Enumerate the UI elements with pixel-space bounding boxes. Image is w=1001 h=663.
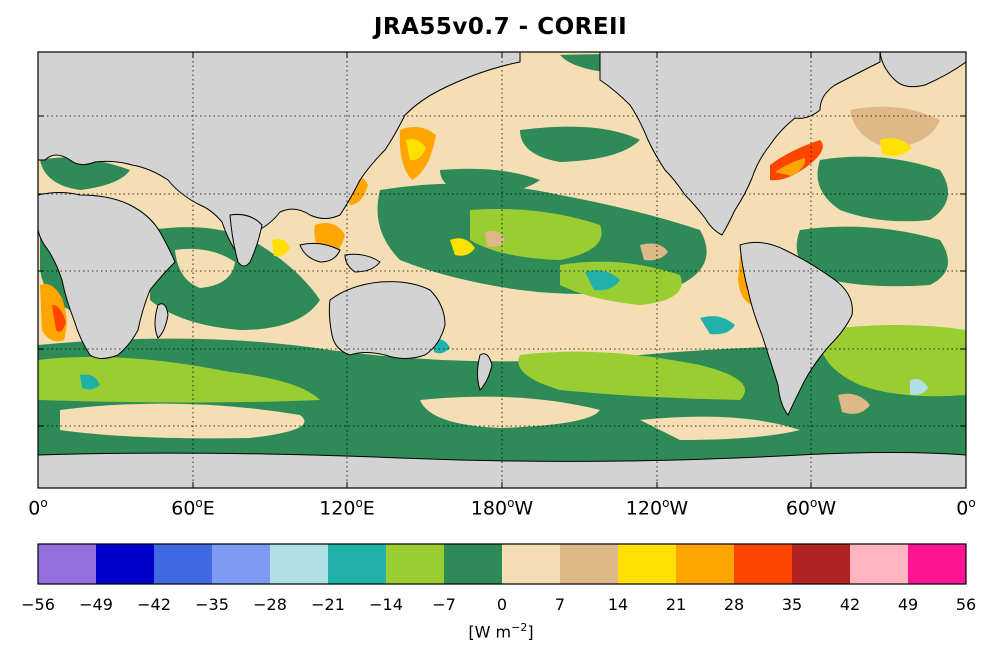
colorbar-swatch <box>560 544 618 584</box>
x-tick-label: 120oW <box>625 496 689 520</box>
x-tick-label: 60oE <box>171 496 215 520</box>
x-tick-label: 0o <box>28 496 48 520</box>
colorbar-swatch <box>734 544 792 584</box>
colorbar-swatch <box>502 544 560 584</box>
colorbar-tick-label: −14 <box>369 595 403 614</box>
colorbar-swatch <box>792 544 850 584</box>
colorbar-tick-label: −49 <box>79 595 113 614</box>
colorbar-swatch <box>96 544 154 584</box>
colorbar-tick-label: 28 <box>723 595 745 614</box>
colorbar-tick-label: −28 <box>253 595 287 614</box>
colorbar-swatch <box>618 544 676 584</box>
colorbar-tick-label: 35 <box>781 595 803 614</box>
land-masses <box>38 52 966 488</box>
colorbar-tick-label: 0 <box>496 595 508 614</box>
colorbar-tick-label: 14 <box>607 595 629 614</box>
colorbar-swatch <box>154 544 212 584</box>
chart-title: JRA55v0.7 - COREII <box>373 14 628 40</box>
colorbar-tick-label: −35 <box>195 595 229 614</box>
x-tick-label: 60oW <box>785 496 837 520</box>
colorbar-tick-label: 56 <box>955 595 977 614</box>
colorbar-swatch <box>676 544 734 584</box>
colorbar-tick-label: 21 <box>665 595 687 614</box>
colorbar-tick-label: −21 <box>311 595 345 614</box>
colorbar <box>38 544 966 584</box>
colorbar-tick-label: −56 <box>21 595 55 614</box>
colorbar-unit-label: [W m−2] <box>468 621 534 642</box>
colorbar-swatch <box>386 544 444 584</box>
map-ticks <box>38 52 966 488</box>
colorbar-tick-label: −42 <box>137 595 171 614</box>
colorbar-swatch <box>444 544 502 584</box>
colorbar-swatch <box>908 544 966 584</box>
colorbar-tick-label: 49 <box>897 595 919 614</box>
colorbar-swatch <box>328 544 386 584</box>
colorbar-swatch <box>212 544 270 584</box>
colorbar-swatch <box>850 544 908 584</box>
x-tick-label: 180oW <box>470 496 534 520</box>
colorbar-tick-label: 42 <box>839 595 861 614</box>
colorbar-swatch <box>38 544 96 584</box>
colorbar-tick-label: −7 <box>432 595 456 614</box>
graticule <box>38 52 966 488</box>
colorbar-tick-label: 7 <box>554 595 566 614</box>
colorbar-swatch <box>270 544 328 584</box>
colorbar-frame <box>37 543 967 585</box>
x-tick-label: 120oE <box>319 496 375 520</box>
x-tick-label: 0o <box>956 496 976 520</box>
